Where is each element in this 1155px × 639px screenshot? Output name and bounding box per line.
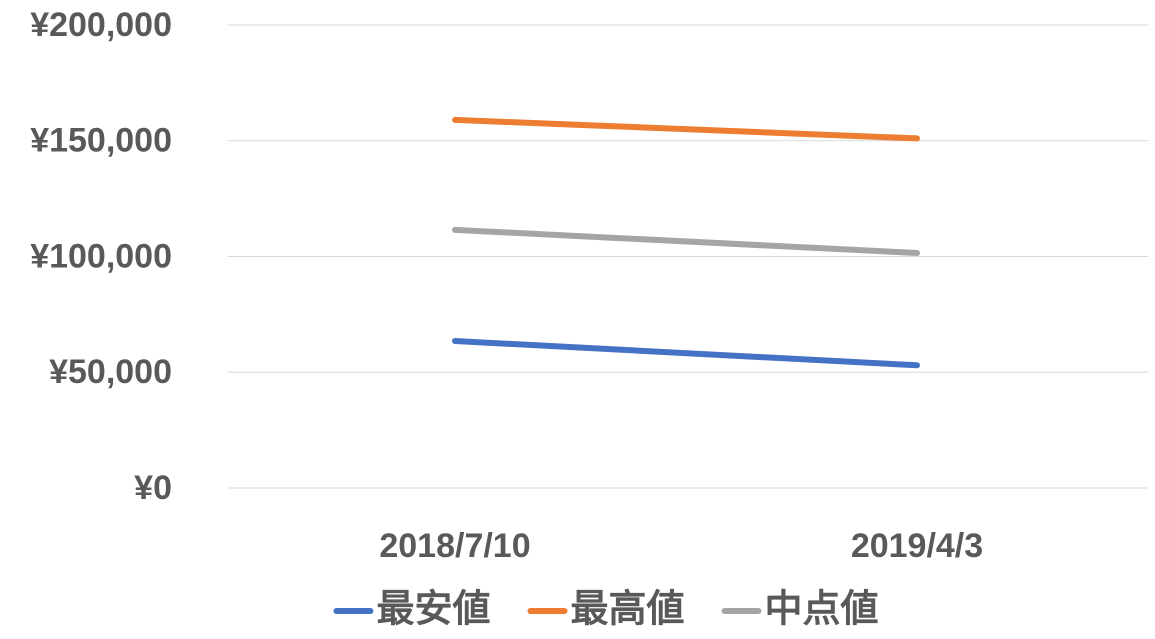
- y-tick-label: ¥100,000: [30, 237, 172, 275]
- y-tick-label: ¥50,000: [49, 353, 172, 391]
- legend-label: 中点値: [765, 587, 879, 631]
- y-tick-label: ¥150,000: [30, 122, 172, 160]
- series-line: [452, 116, 920, 142]
- x-tick-label: 2018/7/10: [379, 527, 530, 565]
- series-line: [452, 226, 920, 257]
- legend-label: 最安値: [376, 587, 490, 631]
- y-tick-label: ¥200,000: [30, 6, 172, 44]
- x-tick-label: 2019/4/3: [851, 527, 983, 565]
- series-line: [452, 337, 920, 369]
- legend-label: 最高値: [570, 587, 684, 631]
- y-tick-label: ¥0: [134, 469, 172, 507]
